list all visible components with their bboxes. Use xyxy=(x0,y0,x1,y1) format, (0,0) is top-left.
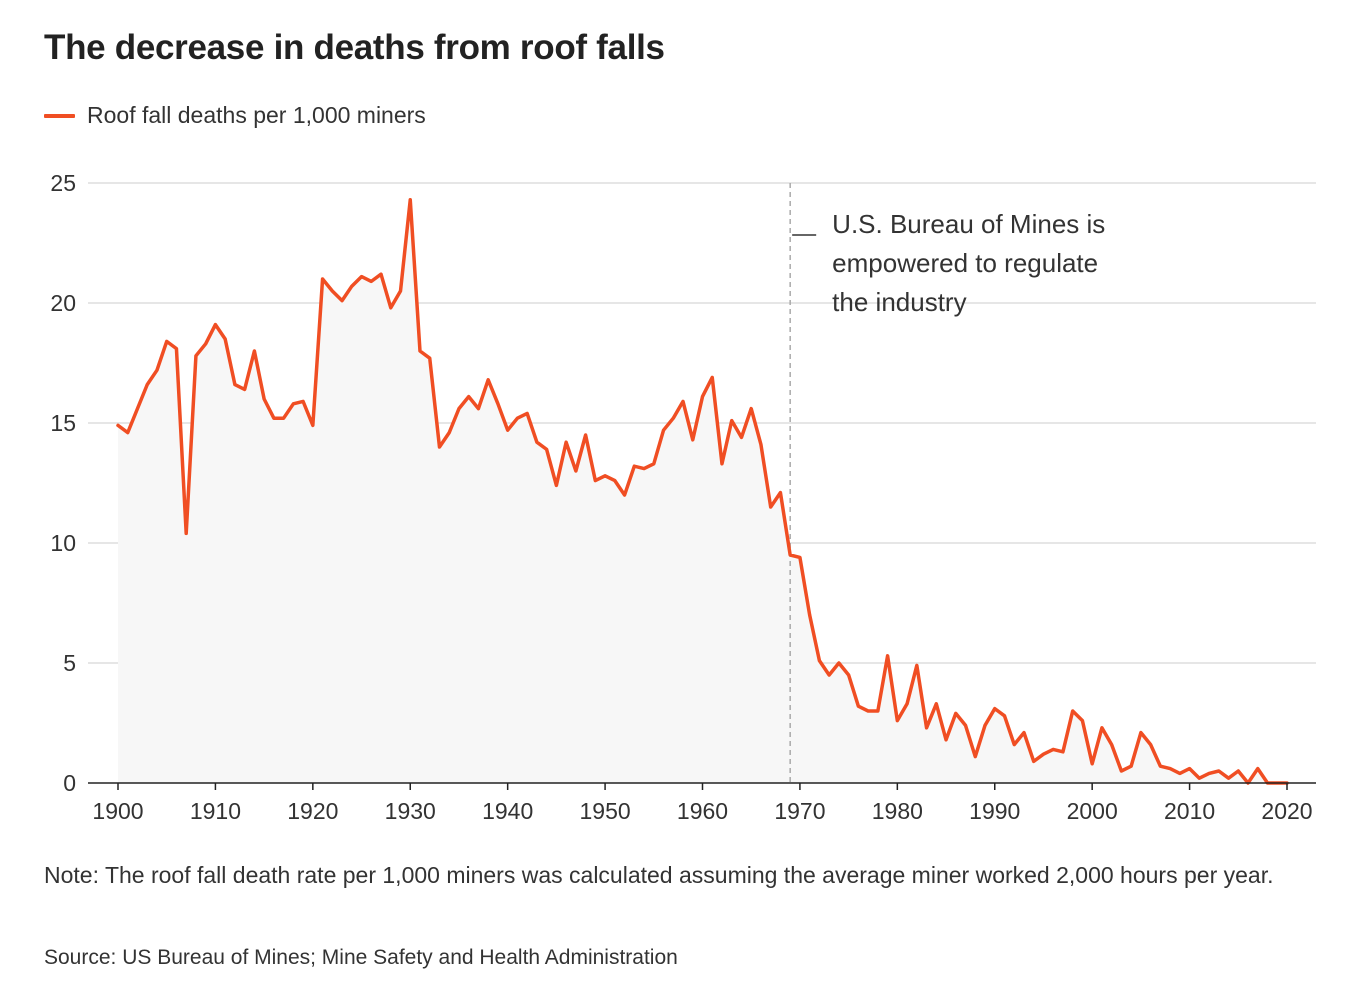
line-chart: 1900 1910 1920 1930 1940 1950 1960 1970 1980 1990… xyxy=(50,170,1316,824)
x-tick-label: 1970 xyxy=(774,798,825,824)
x-tick-label: 1980 xyxy=(872,798,923,824)
chart-source: Source: US Bureau of Mines; Mine Safety … xyxy=(44,946,678,969)
annotation: U.S. Bureau of Mines is empowered to regu… xyxy=(792,209,1105,317)
chart-title: The decrease in deaths from roof falls xyxy=(44,28,665,67)
chart-note: Note: The roof fall death rate per 1,000… xyxy=(44,862,1274,888)
annotation-text-line: U.S. Bureau of Mines is xyxy=(832,209,1105,239)
x-tick-label: 2010 xyxy=(1164,798,1215,824)
y-tick-label: 5 xyxy=(63,650,76,676)
x-tick-label: 1940 xyxy=(482,798,533,824)
x-tick-label: 1900 xyxy=(92,798,143,824)
x-tick-label: 1950 xyxy=(579,798,630,824)
legend-label: Roof fall deaths per 1,000 miners xyxy=(87,102,426,128)
y-tick-label: 20 xyxy=(50,290,76,316)
x-tick-label: 1990 xyxy=(969,798,1020,824)
x-tick-label: 1930 xyxy=(385,798,436,824)
x-axis: 1900 1910 1920 1930 1940 1950 1960 1970 1980 1990… xyxy=(92,783,1313,824)
y-tick-label: 25 xyxy=(50,170,76,196)
y-axis: 0 5 10 15 20 25 xyxy=(50,170,76,796)
x-tick-label: 1960 xyxy=(677,798,728,824)
area-fill xyxy=(118,199,1287,784)
series-line xyxy=(116,198,1289,785)
x-tick-label: 1920 xyxy=(287,798,338,824)
y-tick-label: 15 xyxy=(50,410,76,436)
x-tick-label: 1910 xyxy=(190,798,241,824)
annotation-text-line: empowered to regulate xyxy=(832,248,1098,278)
x-tick-label: 2000 xyxy=(1067,798,1118,824)
y-tick-label: 0 xyxy=(63,770,76,796)
legend: Roof fall deaths per 1,000 miners xyxy=(44,102,426,129)
annotation-text-line: the industry xyxy=(832,287,966,317)
legend-swatch xyxy=(44,113,75,118)
x-tick-label: 2020 xyxy=(1261,798,1312,824)
y-tick-label: 10 xyxy=(50,530,76,556)
